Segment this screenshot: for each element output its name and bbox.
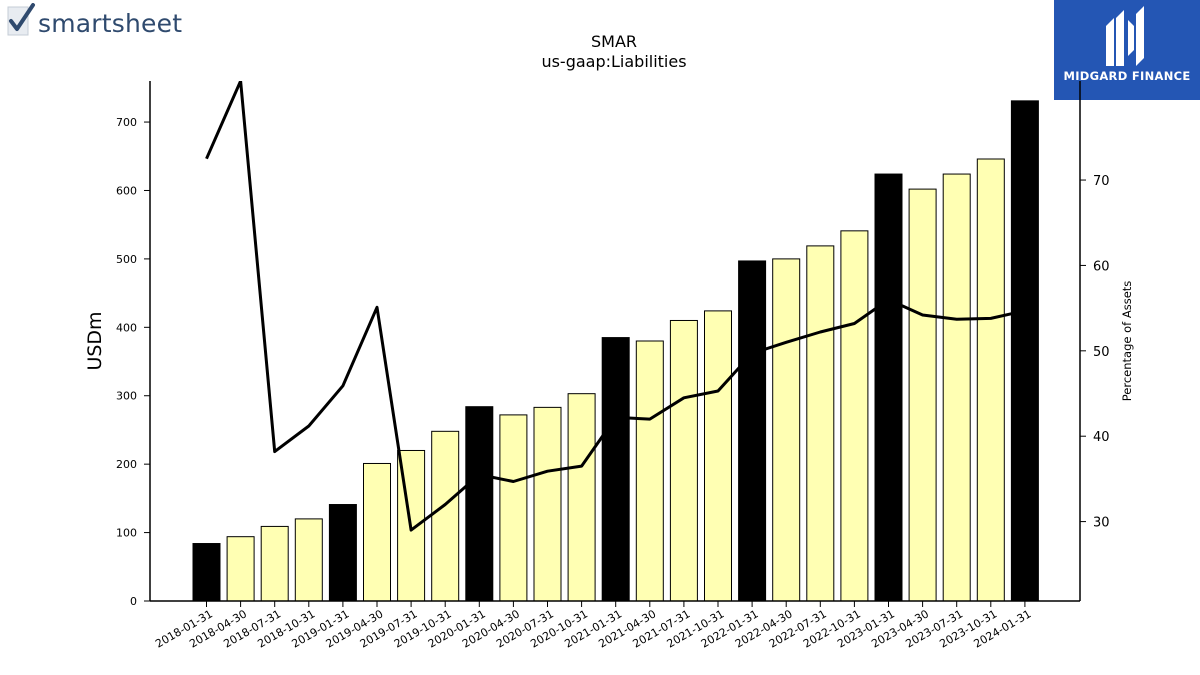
bar-2020-10-31	[567, 393, 596, 602]
bar-2018-07-31	[260, 525, 289, 602]
chart-subtitle: us-gaap:Liabilities	[541, 52, 686, 71]
bar-2018-01-31	[192, 543, 221, 602]
bar-2023-10-31	[976, 158, 1005, 602]
bar-2019-01-31	[328, 504, 357, 602]
y2-tick-label: 50	[1093, 345, 1110, 360]
y-tick-label: 500	[116, 253, 137, 266]
smartsheet-logo-text: smartsheet	[38, 8, 183, 38]
bar-2020-01-31	[465, 406, 494, 602]
y-tick-label: 600	[116, 184, 137, 197]
bar-2023-04-30	[908, 188, 937, 602]
bar-2021-01-31	[601, 337, 630, 602]
y2-tick-label: 70	[1093, 174, 1110, 189]
midgard-finance-logo: MIDGARD FINANCE	[1054, 0, 1200, 100]
bar-2020-04-30	[499, 414, 528, 602]
checkmark-logo-icon	[6, 3, 36, 43]
chart-title: SMAR	[591, 32, 637, 51]
bar-2023-01-31	[874, 173, 903, 602]
bar-series	[192, 100, 1039, 602]
y-axis-label: USDm	[84, 311, 106, 370]
bar-2023-07-31	[942, 173, 971, 602]
y-tick-label: 300	[116, 390, 137, 403]
bar-2021-10-31	[704, 310, 732, 602]
bar-2018-04-30	[226, 536, 255, 602]
bar-2022-07-31	[806, 245, 835, 602]
y-tick-label: 400	[116, 321, 137, 334]
y2-tick-label: 40	[1093, 430, 1110, 445]
bar-2022-10-31	[840, 230, 869, 602]
midgard-logo-icon	[1106, 6, 1144, 66]
bar-2020-07-31	[533, 406, 562, 602]
bar-2019-04-30	[363, 462, 391, 602]
line-series	[205, 81, 1026, 532]
bar-2018-10-31	[294, 518, 323, 602]
y2-tick-label: 30	[1093, 516, 1110, 531]
smartsheet-logo: smartsheet	[6, 3, 183, 43]
percentage-line	[205, 81, 1026, 532]
y-tick-label: 100	[116, 527, 137, 540]
midgard-finance-label: MIDGARD FINANCE	[1063, 69, 1191, 83]
y2-tick-label: 60	[1093, 259, 1110, 274]
bar-2019-10-31	[431, 430, 460, 602]
y-tick-label: 200	[116, 458, 137, 471]
bar-2021-04-30	[635, 340, 664, 602]
bar-2022-01-31	[738, 260, 767, 602]
bar-2022-04-30	[772, 258, 801, 602]
y-tick-label: 700	[116, 116, 137, 129]
bar-2024-01-31	[1010, 100, 1039, 602]
y-tick-label: 0	[130, 595, 137, 608]
bar-2021-07-31	[669, 319, 698, 602]
y2-axis-label: Percentage of Assets	[1120, 281, 1134, 402]
